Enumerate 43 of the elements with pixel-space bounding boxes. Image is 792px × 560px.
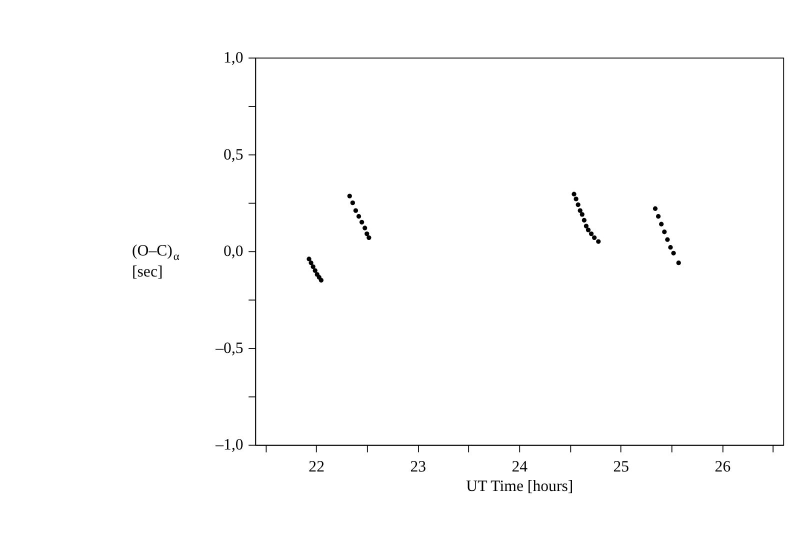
point [656, 214, 661, 219]
point [584, 224, 589, 228]
point [671, 250, 676, 256]
point [580, 212, 584, 217]
y-tick-label: –1,0 [214, 436, 244, 454]
x-tick-label: 22 [308, 458, 325, 476]
point [572, 192, 576, 196]
point [574, 196, 578, 202]
point [586, 228, 591, 232]
x-tick-label: 25 [613, 458, 630, 476]
point [659, 222, 664, 226]
point [350, 200, 356, 206]
point [366, 235, 372, 240]
x-tick-label: 26 [714, 458, 731, 476]
point [310, 264, 316, 270]
point [353, 208, 358, 213]
point [588, 231, 594, 236]
point [312, 268, 318, 273]
point [347, 194, 352, 198]
point [592, 235, 597, 240]
point [356, 214, 362, 219]
point [578, 208, 582, 213]
point [364, 231, 370, 236]
point [359, 220, 364, 225]
point [652, 206, 658, 211]
y-tick-label: 0,5 [224, 146, 244, 164]
point [668, 245, 673, 250]
point [576, 202, 580, 208]
x-tick-label: 24 [512, 458, 528, 476]
point [662, 230, 667, 234]
point [308, 260, 314, 266]
point [596, 239, 601, 244]
y-tick-label: –0,5 [214, 340, 244, 357]
point [582, 218, 587, 223]
y-tick-label: 0,0 [224, 243, 244, 260]
point [362, 226, 368, 230]
point [306, 256, 312, 262]
x-axis-title: UT Time [hours] [466, 478, 574, 496]
point [665, 237, 670, 242]
point [318, 278, 324, 283]
point [676, 260, 681, 266]
y-tick-label: 1,0 [224, 49, 244, 66]
x-tick-label: 23 [410, 458, 426, 476]
